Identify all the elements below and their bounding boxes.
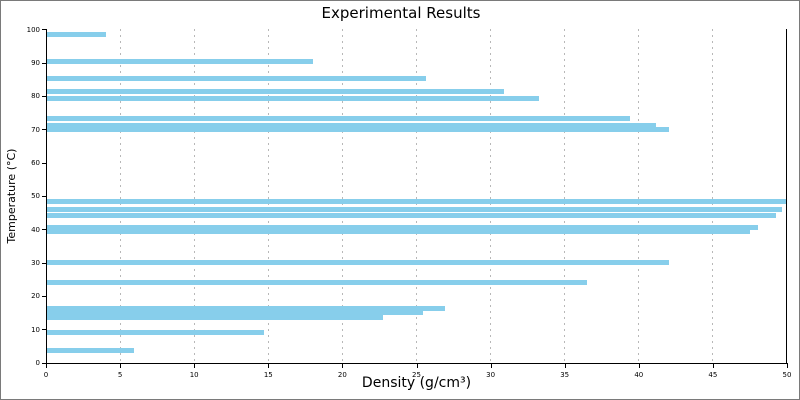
bar bbox=[46, 306, 446, 311]
bar bbox=[46, 260, 669, 266]
right-spine bbox=[786, 28, 787, 364]
y-tick-label: 50 bbox=[31, 192, 40, 201]
x-tick bbox=[342, 363, 344, 368]
y-tick bbox=[42, 162, 46, 164]
y-tick-label: 80 bbox=[31, 92, 40, 101]
bar bbox=[46, 75, 426, 81]
bar bbox=[46, 96, 539, 101]
y-tick bbox=[42, 62, 46, 64]
gridline bbox=[712, 28, 714, 363]
y-tick bbox=[42, 362, 46, 364]
y-tick bbox=[42, 195, 46, 197]
chart-title: Experimental Results bbox=[321, 4, 481, 22]
x-tick-label: 45 bbox=[708, 370, 718, 379]
x-tick bbox=[120, 363, 122, 368]
gridline bbox=[341, 28, 343, 363]
y-tick-label: 30 bbox=[31, 259, 40, 267]
y-tick-label: 60 bbox=[31, 159, 40, 167]
y-tick bbox=[42, 129, 46, 131]
bar bbox=[46, 115, 631, 121]
gridline bbox=[193, 28, 195, 363]
gridline bbox=[119, 28, 121, 363]
bar bbox=[46, 123, 656, 129]
bar bbox=[46, 59, 314, 64]
bar bbox=[46, 32, 106, 38]
bar bbox=[46, 315, 383, 321]
bar bbox=[46, 279, 588, 285]
x-tick bbox=[712, 363, 714, 368]
gridline bbox=[416, 28, 417, 363]
bar bbox=[46, 229, 751, 235]
x-tick-label: 10 bbox=[189, 370, 199, 379]
bar bbox=[46, 127, 669, 132]
y-tick-label: 20 bbox=[31, 292, 40, 301]
y-tick-label: 10 bbox=[31, 325, 40, 334]
x-tick-label: 50 bbox=[782, 370, 792, 379]
x-tick-label: 20 bbox=[337, 370, 347, 379]
x-tick-label: 5 bbox=[117, 370, 123, 379]
gridline bbox=[267, 28, 269, 363]
x-tick bbox=[490, 363, 492, 368]
x-tick bbox=[268, 363, 270, 368]
gridline bbox=[490, 28, 492, 363]
y-tick bbox=[42, 329, 46, 331]
left-spine bbox=[46, 28, 47, 364]
x-tick bbox=[46, 363, 47, 368]
x-tick-label: 0 bbox=[43, 370, 49, 379]
x-tick bbox=[194, 363, 196, 368]
x-tick bbox=[787, 363, 788, 368]
x-tick-label: 35 bbox=[560, 370, 570, 379]
x-tick bbox=[638, 363, 640, 368]
y-tick bbox=[42, 295, 46, 297]
bar bbox=[46, 225, 758, 230]
y-tick-label: 40 bbox=[31, 225, 40, 234]
bottom-spine bbox=[46, 362, 788, 364]
x-tick-label: 30 bbox=[486, 370, 496, 379]
x-tick bbox=[564, 363, 566, 368]
bar bbox=[46, 199, 787, 205]
bar bbox=[46, 330, 265, 336]
y-tick-label: 100 bbox=[26, 25, 40, 34]
x-tick-label: 15 bbox=[263, 370, 273, 379]
y-tick bbox=[42, 29, 46, 31]
gridline bbox=[638, 28, 640, 363]
x-tick bbox=[416, 363, 418, 368]
y-axis-label: Temperature (°C) bbox=[5, 148, 18, 244]
bar bbox=[46, 310, 423, 316]
bar bbox=[46, 348, 134, 354]
gridline bbox=[564, 28, 566, 363]
x-tick-label: 40 bbox=[634, 370, 644, 379]
y-tick-label: 0 bbox=[35, 359, 40, 367]
x-tick-label: 25 bbox=[412, 370, 421, 379]
y-tick-label: 90 bbox=[31, 59, 40, 67]
y-tick bbox=[42, 95, 46, 97]
bar bbox=[46, 213, 776, 219]
y-tick bbox=[42, 262, 46, 264]
y-tick-label: 70 bbox=[31, 125, 40, 134]
bar bbox=[46, 89, 505, 94]
bar bbox=[46, 207, 782, 212]
y-tick bbox=[42, 229, 46, 231]
x-axis-label: Density (g/cm³) bbox=[361, 375, 472, 391]
